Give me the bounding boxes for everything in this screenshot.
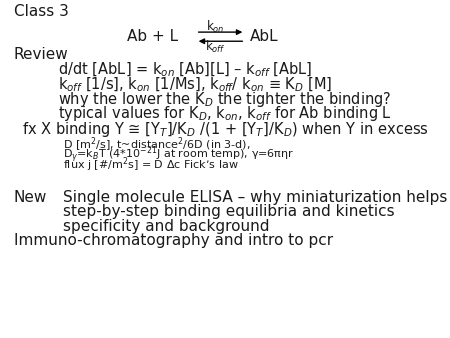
Text: Immuno-chromatography and intro to pcr: Immuno-chromatography and intro to pcr	[14, 233, 333, 248]
Text: D$_\gamma$=k$_B$T (4*10$^{-21}$J at room temp), γ=6πηr: D$_\gamma$=k$_B$T (4*10$^{-21}$J at room…	[63, 144, 294, 165]
Text: fx X binding Y ≅ [Y$_T$]/K$_D$ /(1 + [Y$_T$]/K$_D$) when Y in excess: fx X binding Y ≅ [Y$_T$]/K$_D$ /(1 + [Y$…	[22, 120, 429, 139]
Text: Class 3: Class 3	[14, 4, 68, 19]
Text: specificity and background: specificity and background	[63, 219, 270, 234]
Text: k$_{off}$: k$_{off}$	[205, 39, 225, 55]
Text: k$_{off}$ [1/s], k$_{on}$ [1/Ms], k$_{off}$/ k$_{on}$ ≡ K$_D$ [M]: k$_{off}$ [1/s], k$_{on}$ [1/Ms], k$_{of…	[58, 75, 333, 94]
Text: typical values for K$_D$, k$_{on}$, k$_{off}$ for Ab binding L: typical values for K$_D$, k$_{on}$, k$_{…	[58, 104, 392, 123]
Text: AbL: AbL	[250, 29, 279, 44]
Text: Single molecule ELISA – why miniaturization helps: Single molecule ELISA – why miniaturizat…	[63, 190, 447, 205]
Text: Ab + L: Ab + L	[126, 29, 178, 44]
Text: D [m$^2$/s], t~distance$^2$/6D (in 3-d),: D [m$^2$/s], t~distance$^2$/6D (in 3-d),	[63, 135, 251, 153]
Text: k$_{on}$: k$_{on}$	[206, 19, 225, 35]
Text: New: New	[14, 190, 47, 205]
Text: step-by-step binding equilibria and kinetics: step-by-step binding equilibria and kine…	[63, 204, 395, 219]
Text: why the lower the K$_D$ the tighter the binding?: why the lower the K$_D$ the tighter the …	[58, 90, 392, 108]
Text: Review: Review	[14, 47, 68, 62]
Text: d/dt [AbL] = k$_{on}$ [Ab][L] – k$_{off}$ [AbL]: d/dt [AbL] = k$_{on}$ [Ab][L] – k$_{off}…	[58, 61, 313, 79]
Text: flux j [#/m$^2$s] = D Δc Fick’s law: flux j [#/m$^2$s] = D Δc Fick’s law	[63, 155, 239, 174]
